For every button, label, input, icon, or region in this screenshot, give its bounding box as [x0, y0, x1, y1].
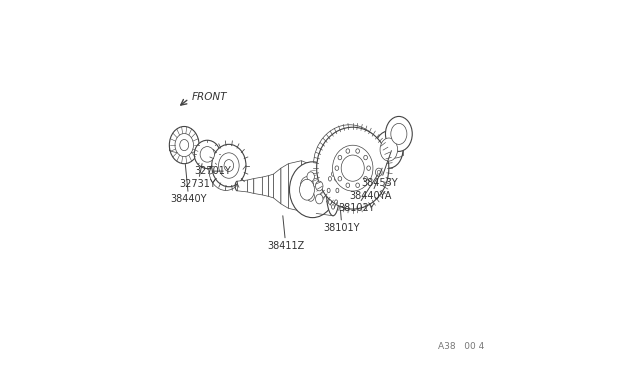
Ellipse shape [338, 176, 342, 181]
Ellipse shape [327, 188, 330, 193]
Ellipse shape [336, 188, 339, 193]
Ellipse shape [376, 168, 382, 176]
Ellipse shape [307, 192, 314, 201]
Ellipse shape [314, 125, 385, 206]
Ellipse shape [328, 200, 332, 204]
Ellipse shape [300, 177, 314, 195]
Text: 38411Z: 38411Z [267, 216, 305, 250]
Polygon shape [273, 168, 281, 204]
Ellipse shape [195, 140, 220, 169]
Ellipse shape [212, 144, 246, 187]
Polygon shape [281, 164, 289, 208]
Ellipse shape [200, 147, 214, 162]
Text: 38440YA: 38440YA [349, 168, 392, 201]
Ellipse shape [378, 170, 380, 174]
Polygon shape [262, 176, 269, 196]
Polygon shape [289, 161, 301, 211]
Ellipse shape [180, 140, 189, 151]
Ellipse shape [338, 155, 342, 160]
Ellipse shape [364, 176, 367, 181]
Polygon shape [301, 161, 309, 211]
Ellipse shape [170, 126, 199, 164]
Ellipse shape [335, 200, 337, 204]
Text: 38101Y: 38101Y [324, 210, 360, 232]
Text: A38   00 4: A38 00 4 [438, 342, 484, 351]
Ellipse shape [307, 172, 314, 182]
Ellipse shape [385, 116, 412, 151]
Ellipse shape [346, 183, 349, 187]
Text: FRONT: FRONT [192, 92, 228, 102]
Ellipse shape [367, 166, 371, 170]
Ellipse shape [224, 160, 234, 171]
Ellipse shape [364, 155, 367, 160]
Ellipse shape [332, 205, 335, 209]
Ellipse shape [380, 138, 397, 161]
Ellipse shape [219, 153, 239, 178]
Ellipse shape [346, 149, 349, 153]
Text: 38102Y: 38102Y [338, 175, 378, 213]
Ellipse shape [326, 165, 340, 216]
Ellipse shape [335, 177, 337, 181]
Ellipse shape [209, 148, 243, 190]
Ellipse shape [341, 155, 364, 181]
Polygon shape [248, 179, 254, 193]
Ellipse shape [328, 177, 332, 181]
Polygon shape [269, 174, 273, 198]
Ellipse shape [356, 149, 360, 153]
Ellipse shape [300, 179, 314, 200]
Text: 38453Y: 38453Y [362, 151, 398, 188]
Polygon shape [237, 180, 248, 192]
Text: 32731Y: 32731Y [179, 164, 216, 189]
Ellipse shape [316, 181, 323, 191]
Ellipse shape [316, 194, 323, 204]
Ellipse shape [317, 127, 389, 209]
Ellipse shape [335, 166, 339, 170]
Text: 38440Y: 38440Y [170, 164, 207, 204]
Polygon shape [298, 171, 307, 201]
Ellipse shape [391, 124, 407, 144]
Ellipse shape [289, 162, 335, 218]
Ellipse shape [332, 172, 335, 176]
Ellipse shape [333, 145, 373, 191]
Ellipse shape [175, 134, 193, 157]
Text: 32701Y: 32701Y [195, 166, 231, 176]
Polygon shape [254, 177, 262, 195]
Ellipse shape [374, 131, 403, 168]
Ellipse shape [356, 183, 360, 187]
